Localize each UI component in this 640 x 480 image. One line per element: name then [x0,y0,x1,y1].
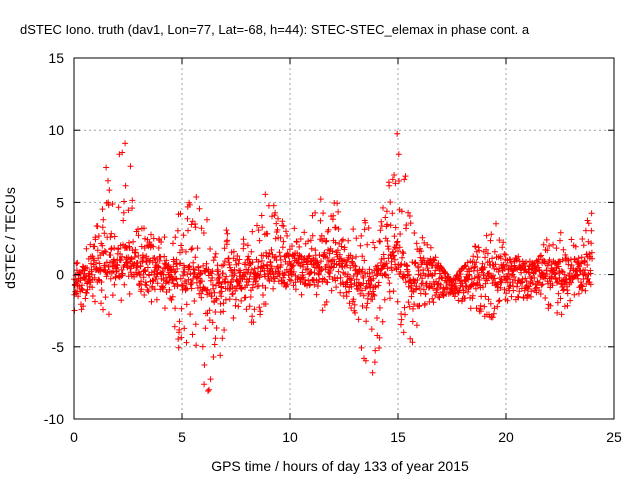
y-axis-label: dSTEC / TECUs [2,187,18,289]
plot-frame [73,57,615,420]
x-tick-label: 10 [282,429,298,445]
y-tick-label: 5 [56,194,64,210]
x-tick-label: 5 [178,429,186,445]
scatter-points-plus [71,130,596,394]
x-tick-label: 25 [606,429,622,445]
y-tick-label: 10 [48,122,64,138]
y-tick-label: -5 [52,339,65,355]
chart-title: dSTEC Iono. truth (dav1, Lon=77, Lat=-68… [20,22,530,37]
x-axis-label: GPS time / hours of day 133 of year 2015 [211,458,469,474]
data-points [71,130,596,394]
axis-ticks: 0 5 10 15 20 25 -10 -5 0 5 10 15 [44,50,622,445]
y-tick-label: 0 [56,267,64,283]
y-tick-label: -10 [44,411,64,427]
x-tick-label: 0 [70,429,78,445]
x-tick-label: 20 [498,429,514,445]
y-tick-label: 15 [48,50,64,66]
x-tick-label: 15 [390,429,406,445]
